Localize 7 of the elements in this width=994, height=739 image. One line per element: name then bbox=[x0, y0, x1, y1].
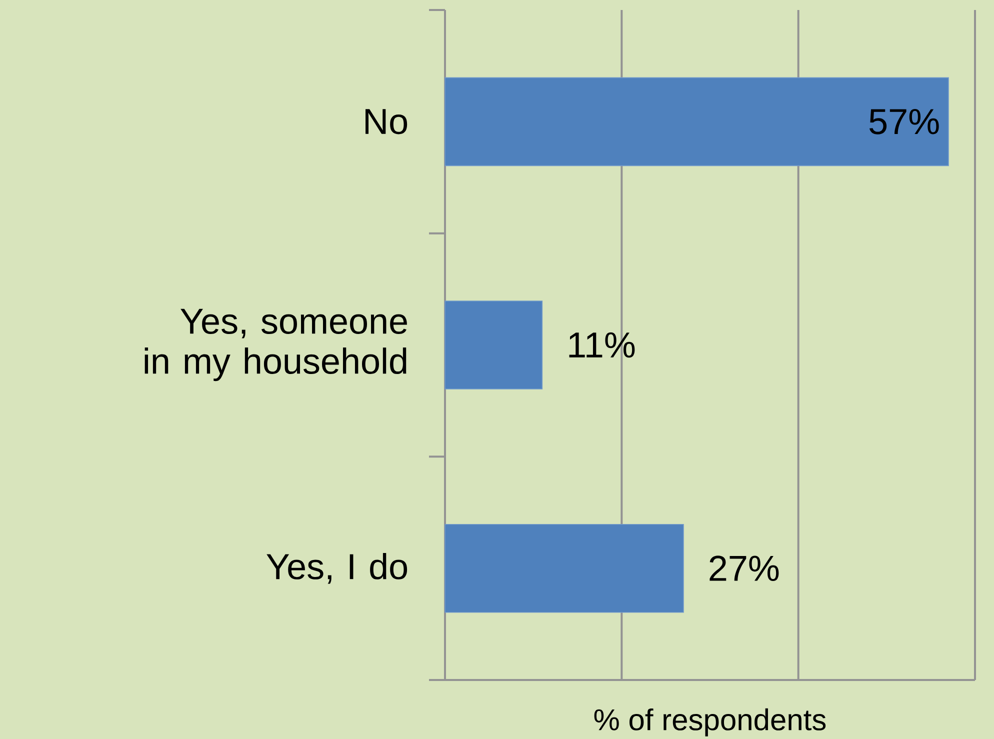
x-axis-title: % of respondents bbox=[594, 708, 826, 736]
data-label: 11% bbox=[569, 332, 635, 358]
y-tick-label: Yes, I do bbox=[266, 552, 408, 584]
data-label: 57% bbox=[869, 108, 939, 134]
y-tick-label: Yes, someone in my household bbox=[144, 308, 407, 382]
data-label: 27% bbox=[710, 556, 779, 582]
y-tick-label: No bbox=[366, 109, 408, 134]
